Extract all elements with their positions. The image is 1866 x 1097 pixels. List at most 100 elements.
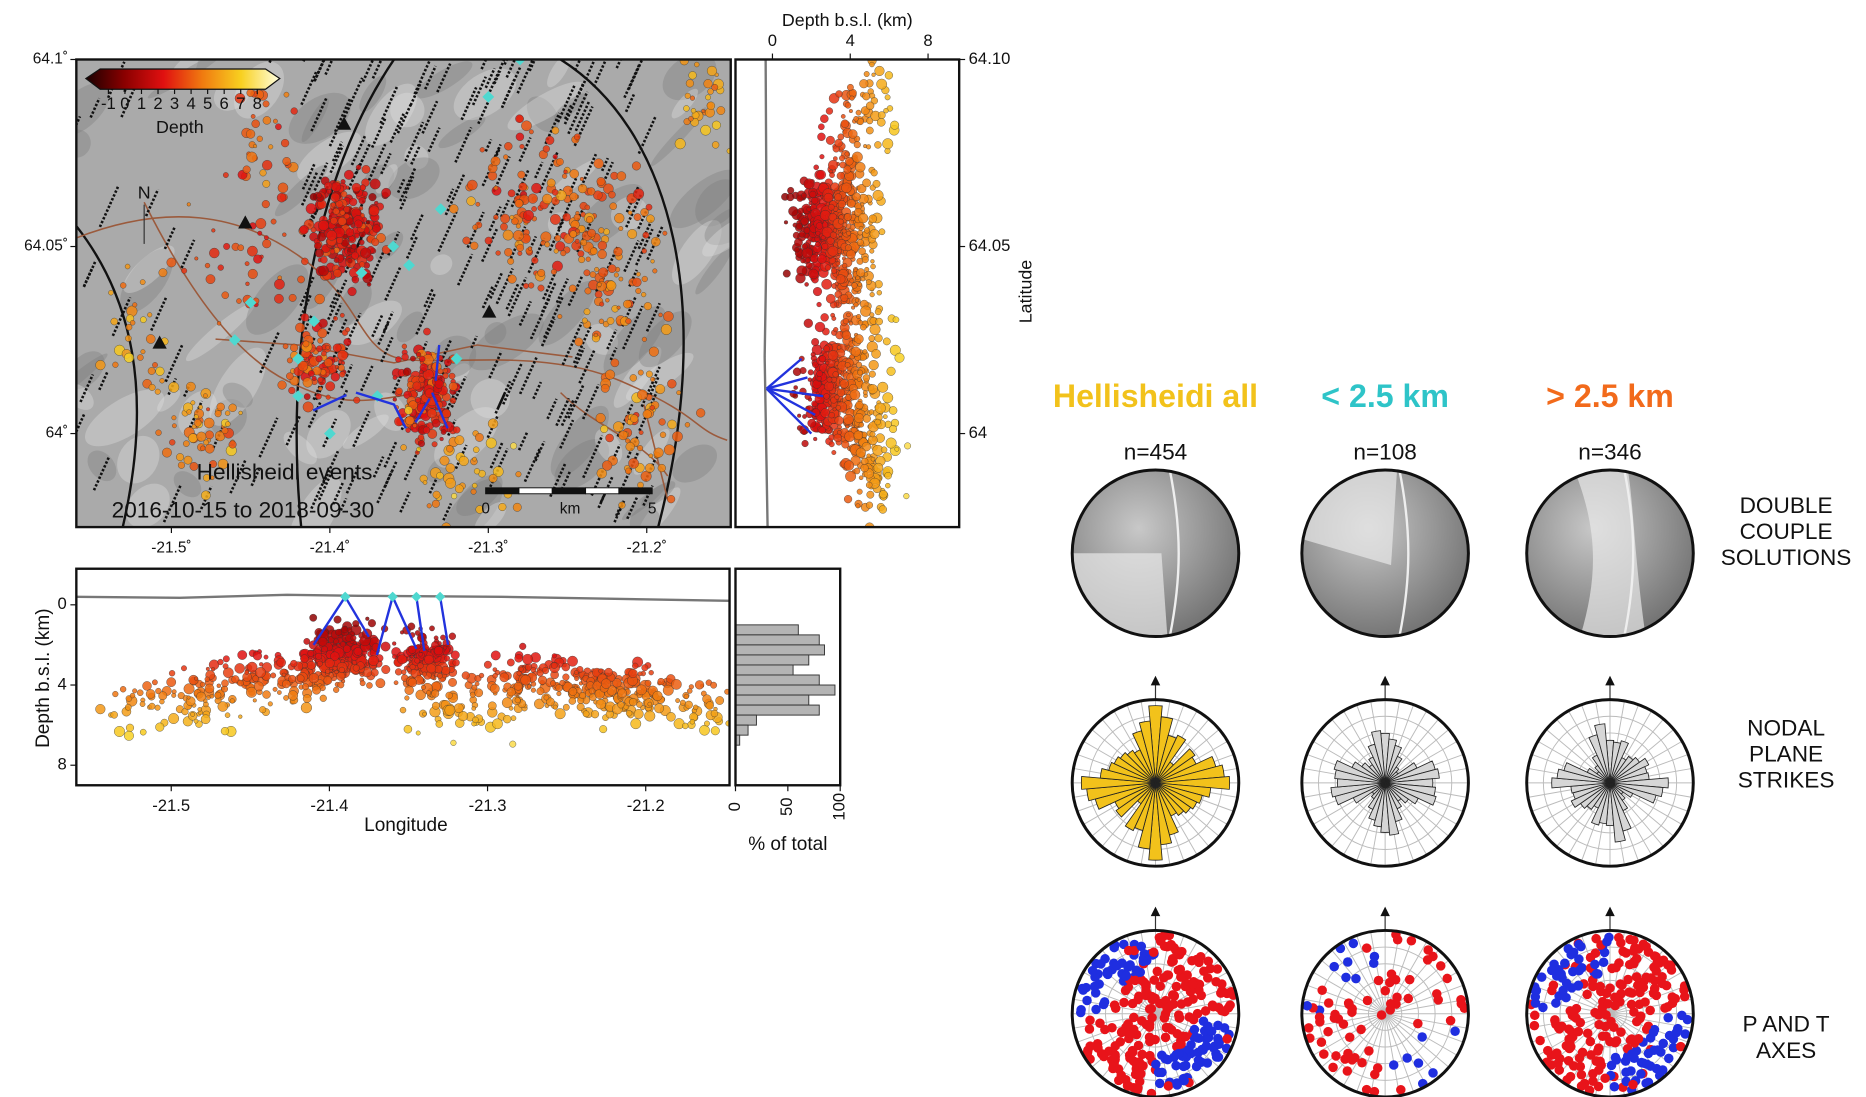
x-tick-label: 4: [846, 31, 855, 50]
event: [563, 704, 569, 710]
event: [382, 665, 391, 674]
event: [197, 432, 206, 441]
event: [820, 210, 830, 220]
event: [190, 712, 194, 716]
p-axis: [1156, 981, 1166, 991]
event: [504, 248, 512, 256]
t-axis: [1644, 1049, 1654, 1059]
x-tick-label: 50: [777, 797, 796, 816]
x-axis-label: Longitude: [364, 815, 448, 836]
event: [691, 108, 696, 113]
event: [149, 384, 155, 390]
event: [844, 461, 854, 471]
event: [885, 472, 892, 479]
t-axis: [1100, 997, 1110, 1007]
event: [130, 693, 135, 698]
panel-title: < 2.5 km: [1321, 378, 1449, 414]
event: [846, 250, 855, 259]
scale-bar: [486, 488, 519, 494]
event: [518, 171, 525, 178]
event: [628, 458, 638, 468]
event: [867, 454, 871, 458]
event: [532, 206, 537, 211]
event: [523, 654, 533, 664]
x-tick-label: 8: [923, 31, 932, 50]
event: [654, 704, 663, 713]
event: [589, 688, 595, 694]
event: [870, 229, 879, 238]
event: [353, 665, 360, 672]
event: [626, 318, 632, 324]
event: [531, 688, 536, 693]
p-axis: [1121, 986, 1131, 996]
event: [641, 292, 646, 297]
event: [404, 725, 412, 733]
event: [689, 71, 697, 79]
event: [331, 203, 336, 208]
event: [805, 282, 809, 286]
event: [318, 220, 329, 231]
p-axis: [1547, 986, 1557, 996]
p-axis: [1129, 1028, 1139, 1038]
row-label: DOUBLE: [1740, 493, 1833, 518]
event: [528, 283, 534, 289]
event: [842, 263, 847, 268]
event: [289, 294, 296, 301]
event: [854, 334, 863, 343]
event: [701, 109, 705, 113]
event: [555, 235, 561, 241]
event: [553, 154, 558, 159]
event: [551, 269, 557, 275]
event: [235, 663, 245, 673]
t-axis: [1558, 986, 1568, 996]
p-axis: [1616, 938, 1626, 948]
event: [842, 441, 850, 449]
event: [574, 214, 581, 221]
event: [238, 715, 242, 719]
event: [320, 256, 327, 263]
event: [675, 698, 679, 702]
p-axis: [1222, 1034, 1232, 1044]
event: [856, 110, 861, 115]
fault: [270, 28, 286, 62]
event: [448, 678, 456, 686]
event: [441, 666, 450, 675]
event: [125, 704, 131, 710]
event: [871, 457, 875, 461]
event: [590, 271, 596, 277]
event: [424, 655, 433, 664]
event: [246, 687, 256, 697]
event: [421, 685, 425, 689]
t-axis: [1179, 1074, 1189, 1084]
t-axis: [1174, 1049, 1184, 1059]
event: [653, 691, 663, 701]
event: [856, 268, 864, 276]
event: [584, 309, 590, 315]
event: [606, 281, 616, 291]
event: [683, 105, 689, 111]
p-axis: [1213, 964, 1223, 974]
north-arrow: [1151, 907, 1161, 917]
event: [818, 124, 824, 130]
event: [856, 504, 861, 509]
event: [637, 445, 643, 451]
p-axis: [1136, 1069, 1146, 1079]
event: [605, 298, 609, 302]
event: [417, 663, 423, 669]
event: [315, 653, 321, 659]
event: [885, 95, 890, 100]
p-axis: [1174, 1010, 1184, 1020]
map-panel: [44, 23, 762, 564]
p-axis: [1145, 1022, 1155, 1032]
event: [290, 660, 297, 667]
x-tick-label: 100: [830, 793, 849, 821]
scale-bar-label: 5: [648, 500, 657, 517]
event: [247, 152, 257, 162]
p-axis: [1168, 956, 1178, 966]
event: [869, 360, 879, 370]
event: [520, 144, 525, 149]
colorbar-tick-label: 8: [253, 94, 262, 113]
event: [587, 188, 595, 196]
event: [125, 264, 130, 269]
t-axis: [1090, 982, 1100, 992]
